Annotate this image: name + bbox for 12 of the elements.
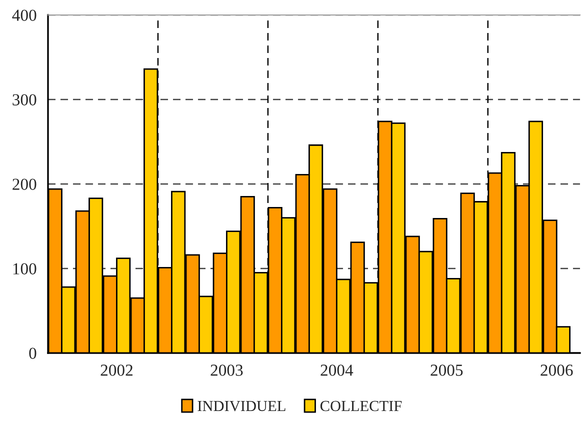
y-tick-label: 200 [12,178,36,190]
x-tick-label: 2004 [320,364,354,376]
x-tick-label: 2006 [540,364,573,376]
y-tick-label: 300 [12,94,36,106]
legend-label: COLLECTIF [320,400,402,412]
legend-label: INDIVIDUEL [198,400,286,412]
x-tick-label: 2003 [210,364,243,376]
y-tick-label: 0 [29,348,36,359]
y-tick-label: 400 [12,10,36,21]
y-tick-label: 100 [13,263,36,274]
x-tick-label: 2005 [430,364,463,376]
x-tick-label: 2002 [100,364,132,376]
